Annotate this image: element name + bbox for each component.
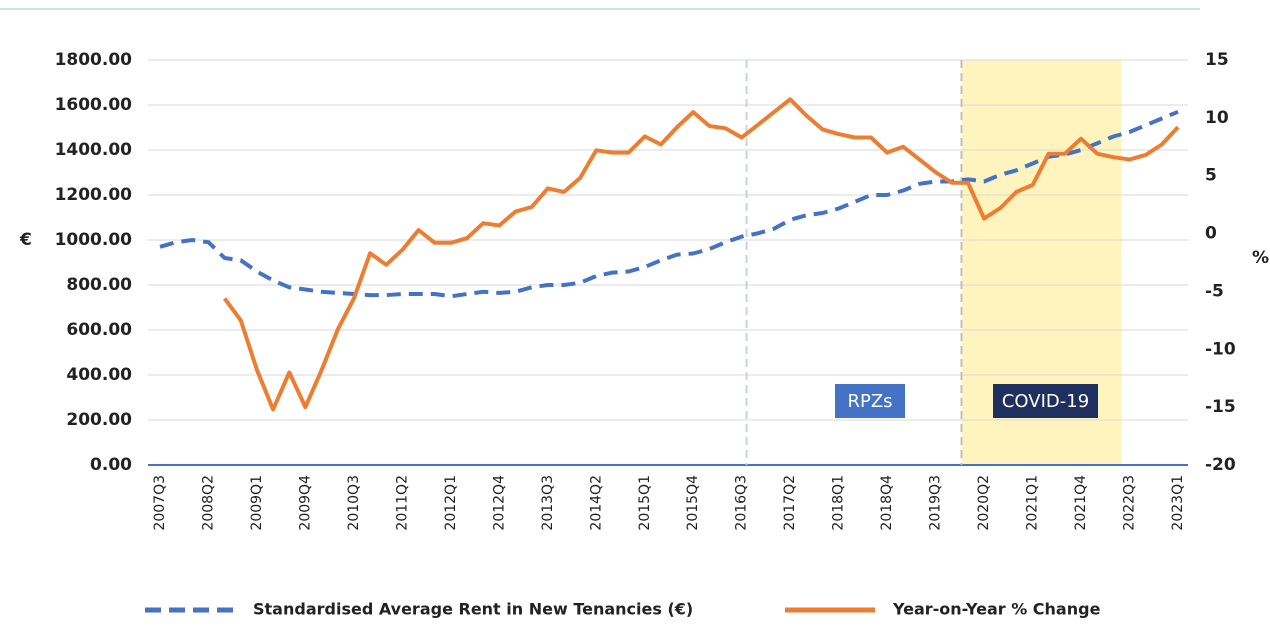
y-tick-label: 200.00 xyxy=(66,410,132,430)
y-tick-label: 1600.00 xyxy=(55,95,133,115)
x-tick-label: 2008Q2 xyxy=(200,475,216,531)
x-tick-label: 2010Q3 xyxy=(346,475,362,531)
y2-tick-label: 5 xyxy=(1205,166,1217,186)
y2-tick-label: 10 xyxy=(1205,108,1229,128)
x-tick-label: 2013Q3 xyxy=(540,475,556,531)
y-tick-label: 1800.00 xyxy=(55,50,133,70)
y-tick-label: 800.00 xyxy=(66,275,132,295)
x-tick-label: 2009Q1 xyxy=(249,475,265,531)
y2-tick-label: -15 xyxy=(1205,397,1236,417)
y-axis-label: € xyxy=(19,230,32,250)
x-tick-label: 2016Q3 xyxy=(734,475,750,531)
x-tick-label: 2018Q1 xyxy=(831,475,847,531)
x-tick-label: 2009Q4 xyxy=(297,475,313,531)
x-tick-label: 2011Q2 xyxy=(394,475,410,531)
y-tick-label: 600.00 xyxy=(66,320,132,340)
series-line xyxy=(159,109,1179,299)
x-tick-label: 2014Q2 xyxy=(588,475,604,531)
x-tick-label: 2017Q2 xyxy=(782,475,798,531)
x-tick-label: 2022Q3 xyxy=(1122,475,1138,531)
y-tick-label: 400.00 xyxy=(66,365,132,385)
x-tick-label: 2015Q4 xyxy=(685,475,701,531)
y2-axis-label: % xyxy=(1252,248,1269,268)
legend-label: Standardised Average Rent in New Tenanci… xyxy=(253,600,693,619)
y-tick-label: 1000.00 xyxy=(55,230,133,250)
y-tick-label: 1200.00 xyxy=(55,185,133,205)
x-tick-label: 2015Q1 xyxy=(637,475,653,531)
x-tick-label: 2020Q2 xyxy=(976,475,992,531)
y2-tick-label: 15 xyxy=(1205,50,1229,70)
x-tick-label: 2007Q3 xyxy=(152,475,168,531)
y2-tick-label: -20 xyxy=(1205,455,1236,475)
y2-tick-label: 0 xyxy=(1205,224,1217,244)
annotation-box xyxy=(993,384,1098,418)
legend-label: Year-on-Year % Change xyxy=(892,600,1101,619)
x-tick-label: 2021Q1 xyxy=(1025,475,1041,531)
series-line xyxy=(222,97,1180,412)
x-tick-label: 2012Q4 xyxy=(491,475,507,531)
y2-tick-label: -5 xyxy=(1205,281,1224,301)
x-tick-label: 2012Q1 xyxy=(443,475,459,531)
annotation: RPZs xyxy=(847,391,892,412)
y-tick-label: 0.00 xyxy=(90,455,132,475)
annotation: COVID-19 xyxy=(1002,391,1089,412)
x-tick-label: 2023Q1 xyxy=(1170,475,1186,531)
y-tick-label: 1400.00 xyxy=(55,140,133,160)
annotation-box xyxy=(835,384,905,418)
x-tick-label: 2019Q3 xyxy=(928,475,944,531)
x-tick-label: 2021Q4 xyxy=(1073,475,1089,531)
y2-tick-label: -10 xyxy=(1205,339,1236,359)
x-tick-label: 2018Q4 xyxy=(879,475,895,531)
